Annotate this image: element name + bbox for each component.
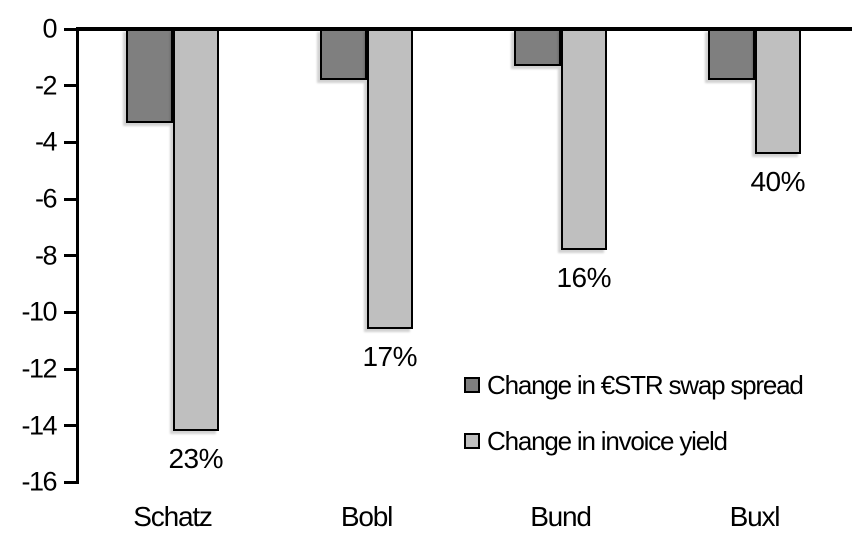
- y-axis-tick: [64, 140, 76, 144]
- y-axis-tick-label: -6: [34, 183, 58, 214]
- bar-value-label-bobl: 17%: [362, 341, 418, 373]
- category-label-bund: Bund: [530, 501, 592, 532]
- legend-item-swap-spread: Change in €STR swap spread: [464, 370, 804, 400]
- y-axis-tick: [64, 480, 76, 484]
- legend-label-invoice-yield: Change in invoice yield: [487, 426, 728, 456]
- y-axis-tick-label: -4: [34, 126, 58, 157]
- y-axis-tick-label: 0: [42, 13, 57, 44]
- y-axis-tick: [64, 27, 76, 31]
- bar-swap-spread-bund: [514, 29, 561, 66]
- y-axis-tick: [64, 424, 76, 428]
- y-axis-tick-label: -12: [21, 353, 57, 384]
- y-axis-tick-label: -14: [21, 410, 57, 441]
- legend-label-swap-spread: Change in €STR swap spread: [487, 370, 804, 400]
- category-label-bobl: Bobl: [340, 501, 393, 532]
- legend-item-invoice-yield: Change in invoice yield: [464, 426, 728, 456]
- y-axis-line: [76, 27, 79, 484]
- y-axis-tick-label: -2: [34, 70, 58, 101]
- y-axis-tick-label: -16: [21, 466, 57, 497]
- bar-swap-spread-bobl: [320, 29, 367, 80]
- legend-swatch-dark: [464, 377, 480, 393]
- bar-invoice-yield-schatz: [172, 29, 219, 432]
- bar-invoice-yield-buxl: [754, 29, 801, 154]
- category-label-schatz: Schatz: [133, 501, 213, 532]
- zero-axis-line: [76, 27, 852, 31]
- y-axis-tick: [64, 310, 76, 314]
- y-axis-tick: [64, 84, 76, 88]
- category-label-buxl: Buxl: [729, 501, 781, 532]
- y-axis-tick: [64, 254, 76, 258]
- bar-swap-spread-schatz: [126, 29, 173, 123]
- bar-invoice-yield-bobl: [366, 29, 413, 330]
- bar-swap-spread-buxl: [708, 29, 755, 80]
- y-axis-tick-label: -8: [34, 240, 58, 271]
- bar-value-label-bund: 16%: [556, 262, 612, 294]
- legend-swatch-light: [464, 433, 480, 449]
- y-axis-tick: [64, 367, 76, 371]
- bar-value-label-buxl: 40%: [750, 165, 806, 197]
- y-axis-tick: [64, 197, 76, 201]
- y-axis-tick-label: -10: [21, 296, 57, 327]
- bar-value-label-schatz: 23%: [168, 443, 224, 475]
- bar-invoice-yield-bund: [560, 29, 607, 251]
